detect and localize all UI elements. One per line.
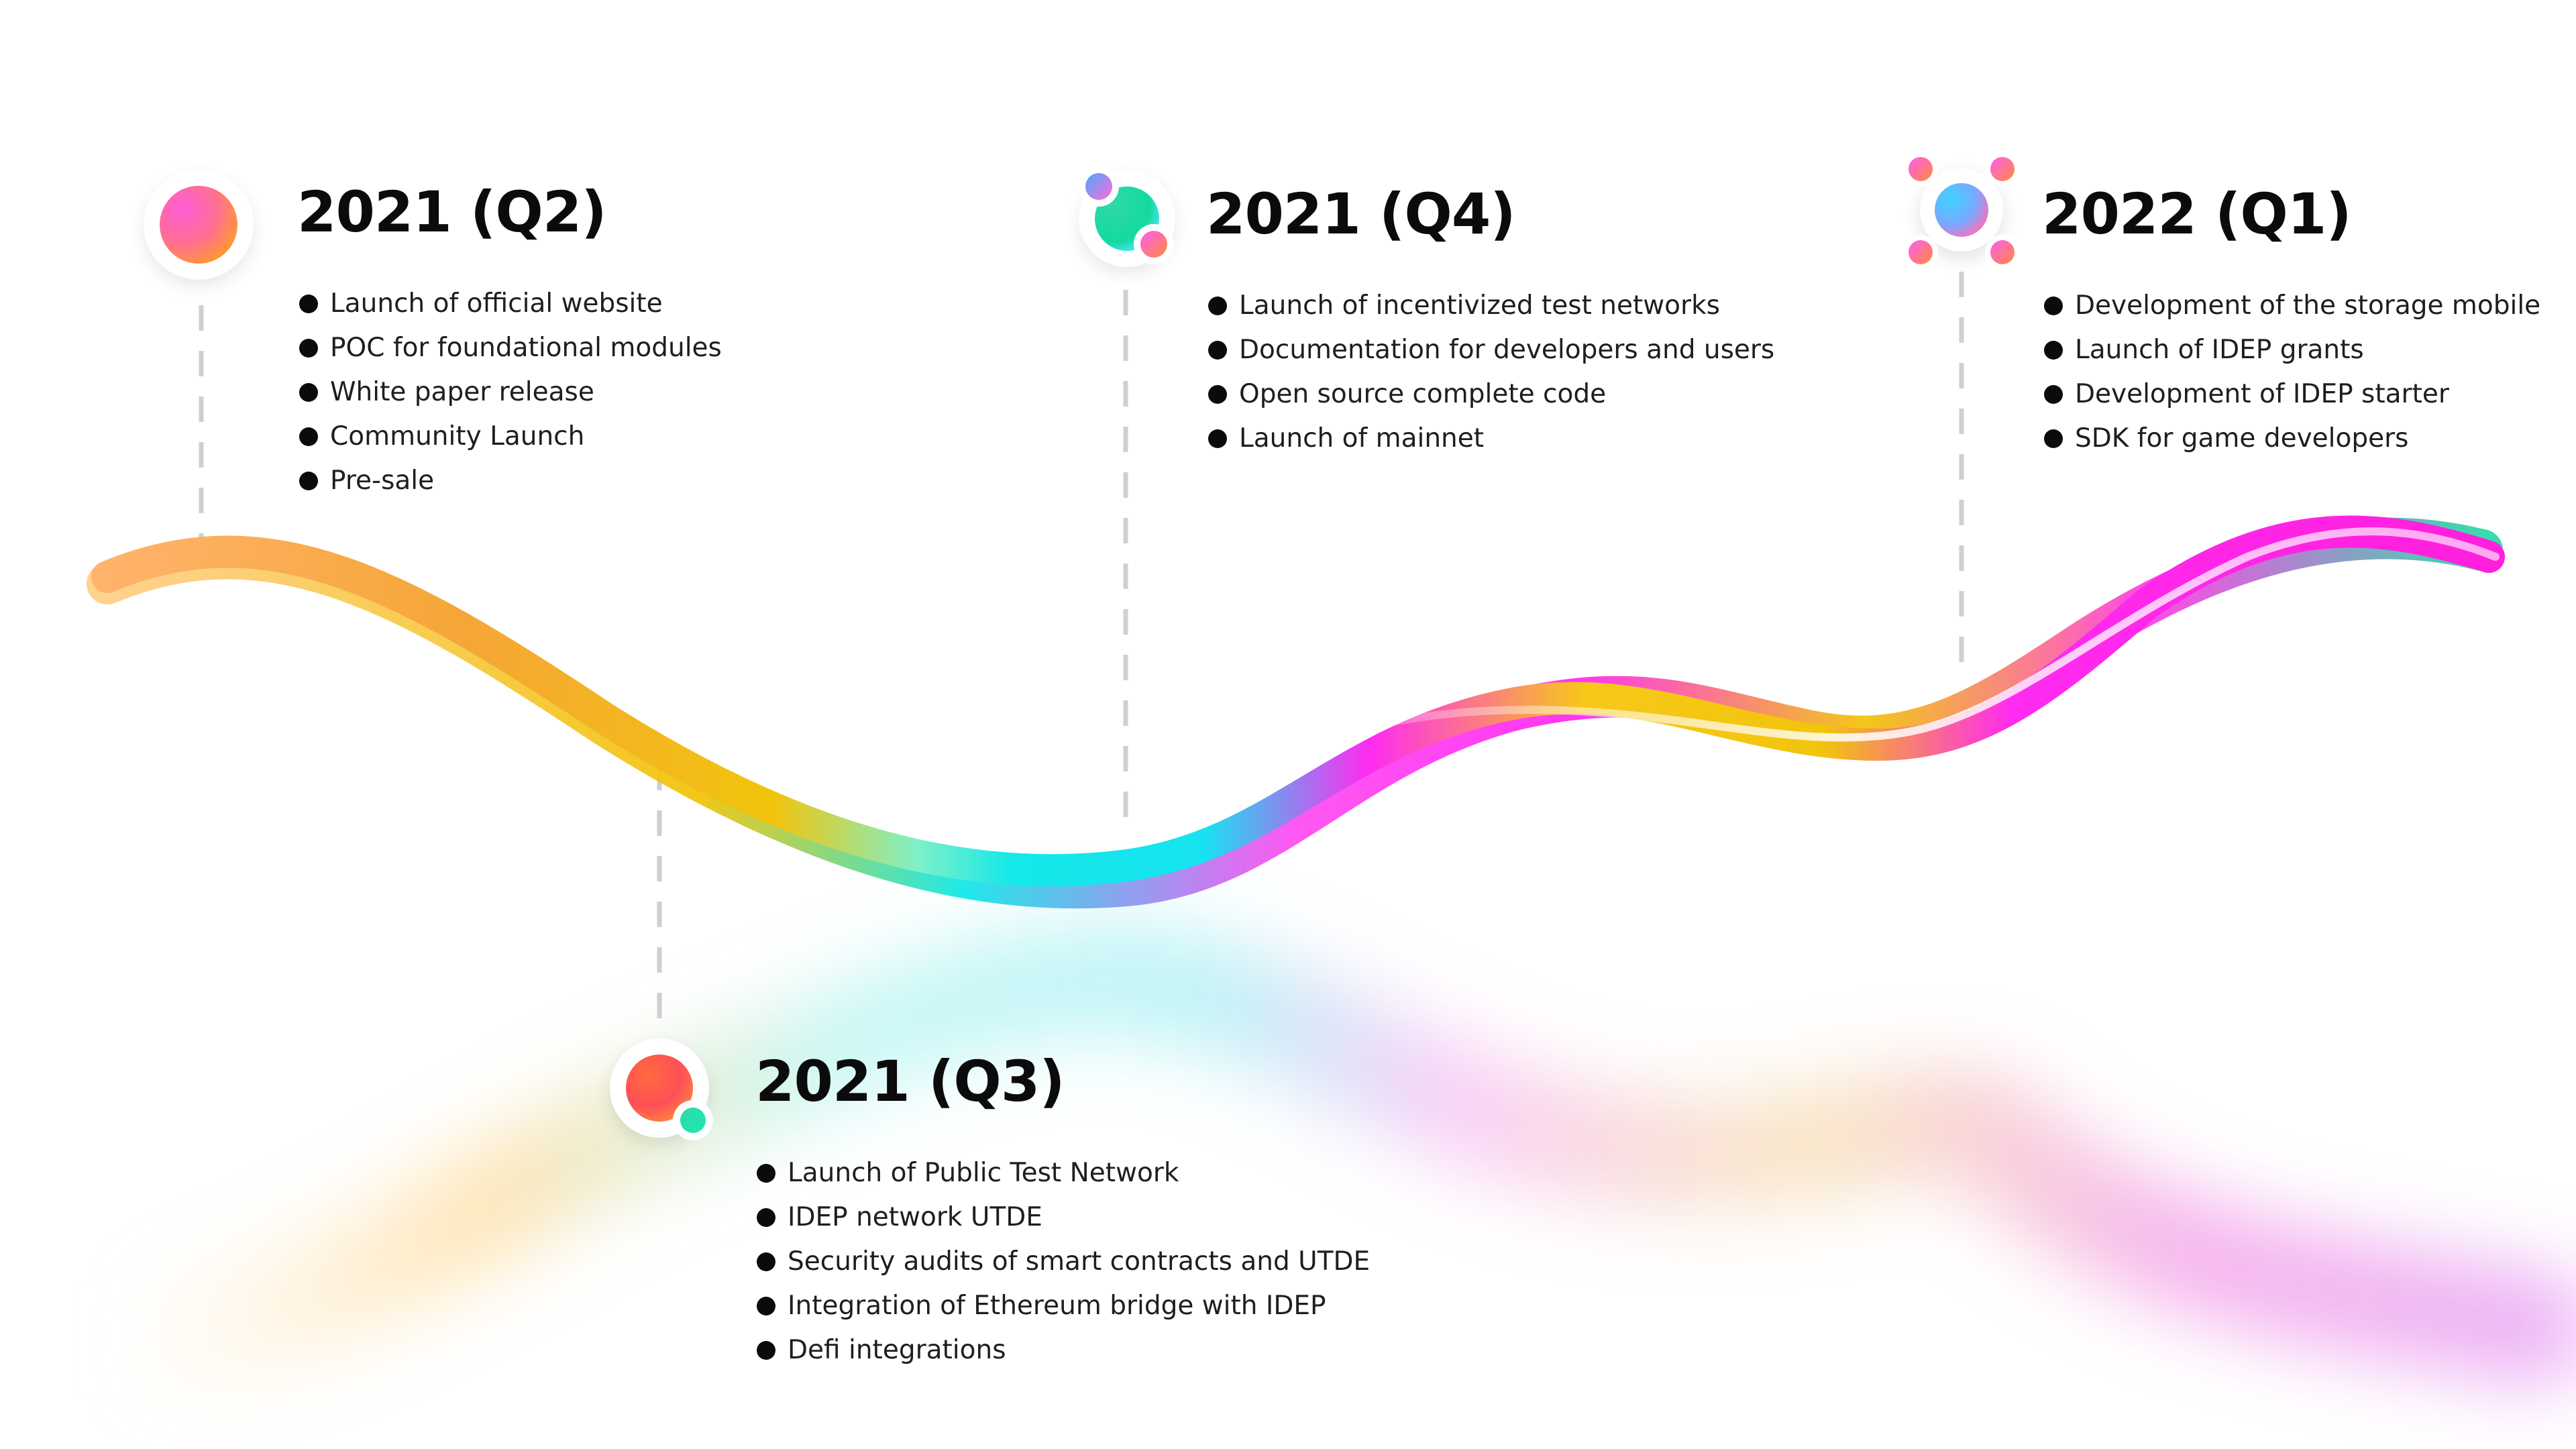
orb-with-satellite-icon <box>610 1038 713 1143</box>
ribbon-highlight <box>1203 527 2500 782</box>
list-item: Documentation for developers and users <box>1208 328 1774 372</box>
timeline-ribbon <box>87 515 2505 909</box>
list-item: Security audits of smart contracts and U… <box>757 1240 1370 1284</box>
list-item: Launch of incentivized test networks <box>1208 284 1774 328</box>
ribbon-reflection <box>64 923 2576 1399</box>
list-item: Launch of IDEP grants <box>2044 328 2540 372</box>
orb-with-two-satellites-icon <box>1079 166 1175 272</box>
list-item: IDEP network UTDE <box>757 1195 1370 1240</box>
list-item: Launch of Public Test Network <box>757 1151 1370 1195</box>
milestone-title: 2022 (Q1) <box>2042 181 2352 247</box>
milestone-items: Launch of incentivized test networks Doc… <box>1208 284 1774 461</box>
single-orb-icon <box>144 170 254 285</box>
list-item: Integration of Ethereum bridge with IDEP <box>757 1284 1370 1328</box>
milestone-title: 2021 (Q3) <box>755 1049 1065 1114</box>
milestone-title: 2021 (Q4) <box>1206 181 1516 247</box>
list-item: Development of the storage mobile <box>2044 284 2540 328</box>
milestone-items: Launch of official website POC for found… <box>299 282 722 503</box>
milestone-title: 2021 (Q2) <box>297 179 607 245</box>
ribbon-back-band <box>87 517 2503 909</box>
list-item: Community Launch <box>299 415 722 459</box>
list-item: SDK for game developers <box>2044 417 2540 461</box>
list-item: Launch of mainnet <box>1208 417 1774 461</box>
list-item: Development of IDEP starter <box>2044 372 2540 417</box>
list-item: POC for foundational modules <box>299 326 722 370</box>
list-item: Launch of official website <box>299 282 722 326</box>
orb-with-four-satellites-icon <box>1903 152 2020 270</box>
connector-lines <box>199 272 1964 1040</box>
list-item: Pre-sale <box>299 459 722 503</box>
list-item: White paper release <box>299 370 722 415</box>
list-item: Open source complete code <box>1208 372 1774 417</box>
list-item: Defi integrations <box>757 1328 1370 1373</box>
milestone-items: Launch of Public Test Network IDEP netwo… <box>757 1151 1370 1373</box>
milestone-items: Development of the storage mobile Launch… <box>2044 284 2540 461</box>
